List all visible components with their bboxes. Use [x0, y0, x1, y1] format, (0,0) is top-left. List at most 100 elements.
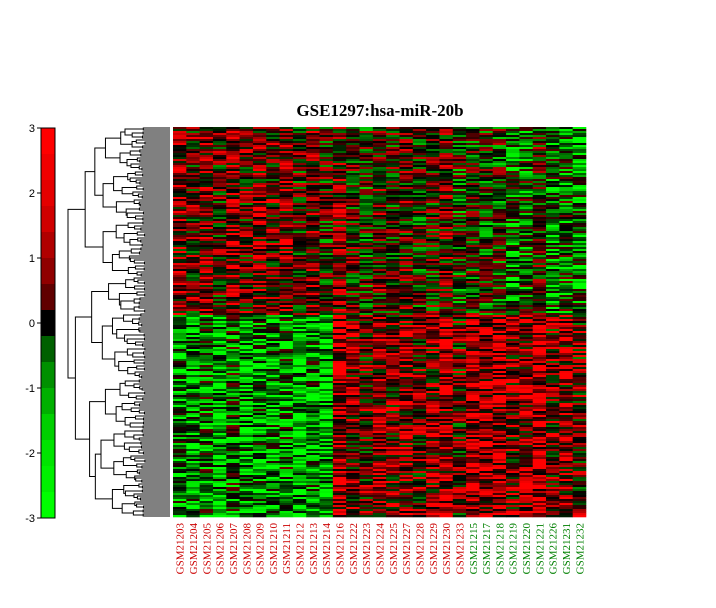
heatmap-cell — [199, 361, 214, 364]
heatmap-cell — [546, 161, 560, 164]
heatmap-cell — [359, 403, 374, 406]
heatmap-cell — [532, 145, 547, 148]
heatmap-cell — [572, 417, 587, 420]
heatmap-cell — [506, 143, 520, 146]
heatmap-cell — [226, 219, 240, 222]
heatmap-cell — [226, 347, 240, 350]
heatmap-cell — [199, 263, 214, 266]
heatmap-cell — [466, 181, 480, 184]
heatmap-cell — [559, 185, 573, 188]
dendrogram-branch — [142, 211, 170, 215]
heatmap-cell — [492, 199, 507, 202]
heatmap-cell — [519, 161, 534, 164]
heatmap-cell — [292, 203, 307, 206]
heatmap-cell — [492, 423, 507, 426]
heatmap-cell — [173, 379, 187, 382]
heatmap-cell — [466, 237, 480, 240]
heatmap-cell — [266, 415, 280, 418]
heatmap-cell — [506, 405, 520, 408]
heatmap-cell — [559, 193, 573, 196]
heatmap-cell — [212, 207, 227, 210]
heatmap-cell — [426, 217, 440, 220]
heatmap-cell — [239, 257, 254, 260]
heatmap-cell — [412, 255, 427, 258]
heatmap-cell — [506, 255, 520, 258]
heatmap-cell — [479, 413, 494, 416]
heatmap-cell — [173, 349, 187, 352]
heatmap-cell — [412, 151, 427, 154]
heatmap-cell — [519, 375, 534, 378]
heatmap-cell — [559, 313, 573, 316]
heatmap-cell — [479, 143, 494, 146]
heatmap-cell — [199, 199, 214, 202]
heatmap-cell — [479, 387, 494, 390]
heatmap-cell — [199, 239, 214, 242]
heatmap-cell — [332, 413, 347, 416]
heatmap-cell — [386, 311, 400, 314]
heatmap-cell — [252, 371, 267, 374]
heatmap-cell — [252, 385, 267, 388]
heatmap-cell — [252, 149, 267, 152]
heatmap-cell — [426, 155, 440, 158]
heatmap-cell — [252, 405, 267, 408]
heatmap-cell — [186, 187, 200, 190]
heatmap-cell — [452, 173, 467, 176]
dendrogram-branch — [139, 159, 170, 163]
heatmap-cell — [173, 391, 187, 394]
heatmap-cell — [372, 313, 387, 316]
heatmap-cell — [572, 243, 587, 246]
heatmap-cell — [479, 187, 494, 190]
heatmap-cell — [559, 421, 573, 424]
heatmap-cell — [306, 227, 320, 230]
heatmap-cell — [519, 305, 534, 308]
heatmap-cell — [239, 173, 254, 176]
heatmap-cell — [519, 337, 534, 340]
heatmap-cell — [519, 429, 534, 432]
heatmap-cell — [346, 221, 360, 224]
heatmap-cell — [199, 153, 214, 156]
heatmap-cell — [306, 413, 320, 416]
heatmap-cell — [266, 129, 280, 132]
heatmap-cell — [399, 203, 414, 206]
heatmap-cell — [279, 331, 294, 334]
heatmap-cell — [279, 393, 294, 396]
heatmap-cell — [386, 389, 400, 392]
heatmap-cell — [572, 345, 587, 348]
heatmap-cell — [266, 301, 280, 304]
heatmap-cell — [492, 399, 507, 402]
heatmap-cell — [386, 427, 400, 430]
heatmap-cell — [332, 371, 347, 374]
heatmap-cell — [492, 367, 507, 370]
heatmap-cell — [559, 243, 573, 246]
heatmap-cell — [306, 357, 320, 360]
heatmap-cell — [306, 331, 320, 334]
dendrogram-branch — [142, 397, 170, 401]
heatmap-cell — [479, 313, 494, 316]
heatmap-cell — [386, 341, 400, 344]
heatmap-cell — [479, 261, 494, 264]
heatmap-cell — [466, 335, 480, 338]
heatmap-cell — [266, 315, 280, 318]
heatmap-cell — [412, 237, 427, 240]
heatmap-cell — [319, 313, 334, 316]
heatmap-cell — [186, 237, 200, 240]
heatmap-cell — [279, 335, 294, 338]
heatmap-cell — [173, 161, 187, 164]
heatmap-cell — [399, 417, 414, 420]
heatmap-cell — [439, 431, 454, 434]
heatmap-cell — [212, 287, 227, 290]
heatmap-cell — [292, 391, 307, 394]
heatmap-cell — [266, 147, 280, 150]
heatmap-cell — [532, 407, 547, 410]
heatmap-cell — [332, 173, 347, 176]
heatmap-cell — [439, 251, 454, 254]
heatmap-cell — [386, 307, 400, 310]
heatmap-cell — [479, 419, 494, 422]
heatmap-cell — [452, 353, 467, 356]
heatmap-cell — [226, 311, 240, 314]
heatmap-cell — [412, 167, 427, 170]
heatmap-cell — [332, 153, 347, 156]
heatmap-cell — [519, 205, 534, 208]
heatmap-cell — [239, 205, 254, 208]
heatmap-cell — [532, 139, 547, 142]
